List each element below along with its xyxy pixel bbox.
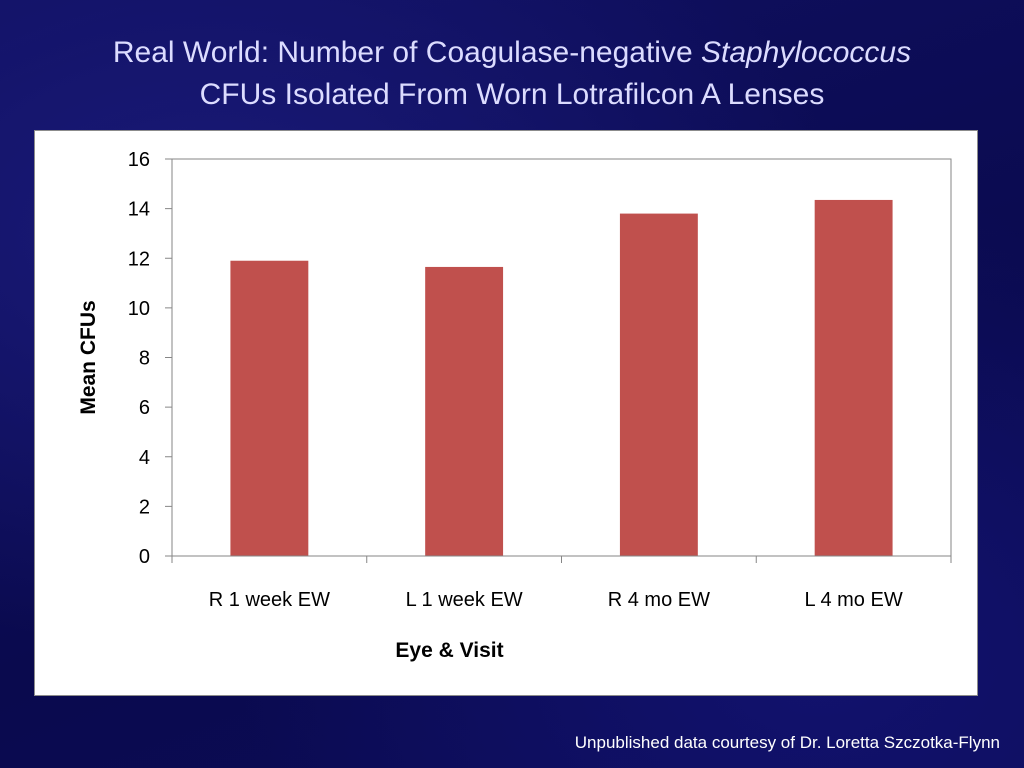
y-tick-label: 14 bbox=[128, 199, 150, 221]
y-tick-label: 12 bbox=[128, 248, 150, 270]
y-tick-label: 6 bbox=[139, 397, 150, 419]
y-axis-ticks bbox=[165, 158, 172, 557]
plot-area-frame bbox=[171, 158, 952, 557]
bars bbox=[230, 199, 893, 557]
bar-chart: R 1 week EW L 1 week EW R 4 mo EW L 4 mo EW… bbox=[77, 149, 952, 662]
x-category-label: R 4 mo EW bbox=[608, 589, 710, 611]
x-category-label: L 4 mo EW bbox=[805, 589, 903, 611]
bar bbox=[814, 199, 893, 557]
slide-title-line-1: Real World: Number of Coagulase-negative… bbox=[0, 32, 1024, 74]
bar bbox=[425, 266, 504, 556]
y-axis-title: Mean CFUs bbox=[77, 300, 100, 414]
footer-credit: Unpublished data courtesy of Dr. Loretta… bbox=[574, 733, 1000, 752]
y-tick-label: 16 bbox=[128, 149, 150, 171]
y-tick-label: 8 bbox=[139, 348, 150, 370]
x-category-label: L 1 week EW bbox=[406, 589, 523, 611]
x-axis-ticks bbox=[171, 556, 952, 563]
x-category-label: R 1 week EW bbox=[209, 589, 330, 611]
chart-container: R 1 week EW L 1 week EW R 4 mo EW L 4 mo EW… bbox=[34, 130, 978, 696]
bar bbox=[230, 260, 309, 556]
slide-title-line-1-text: Real World: Number of Coagulase-negative bbox=[112, 36, 701, 69]
slide-title: Real World: Number of Coagulase-negative… bbox=[0, 32, 1024, 116]
x-axis-title: Eye & Visit bbox=[395, 639, 503, 662]
slide-title-italic-genus: Staphylococcus bbox=[700, 36, 912, 69]
y-tick-label: 0 bbox=[139, 546, 150, 568]
y-tick-label: 2 bbox=[139, 496, 150, 518]
y-tick-label: 10 bbox=[128, 298, 150, 320]
y-axis-tick-labels: 0 2 4 6 8 10 12 14 16 bbox=[128, 149, 150, 568]
y-tick-label: 4 bbox=[139, 447, 150, 469]
slide-title-line-2: CFUs Isolated From Worn Lotrafilcon A Le… bbox=[199, 78, 825, 111]
bar bbox=[619, 213, 698, 556]
x-axis-category-labels: R 1 week EW L 1 week EW R 4 mo EW L 4 mo EW bbox=[209, 589, 903, 611]
